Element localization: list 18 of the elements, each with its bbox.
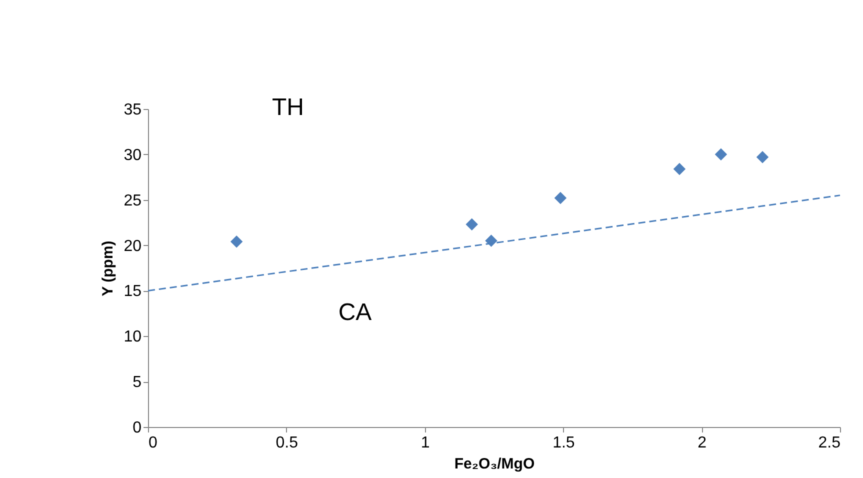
x-tick-label: 1 [420,434,430,452]
y-tick-label: 35 [124,102,142,118]
y-tick-label: 0 [132,420,142,436]
x-tick-label: 2.5 [818,434,841,452]
y-tick-label: 5 [132,374,142,392]
annotation: CA [338,299,372,326]
y-axis-title: Y (ppm) [100,240,117,296]
x-tick-label: 2 [698,434,707,452]
x-tick-label: 1.5 [552,434,575,452]
y-tick-label: 15 [124,283,142,300]
y-tick-label: 25 [124,192,142,210]
y-tick-label: 10 [124,328,142,346]
x-axis-title: Fe₂O₃/MgO [454,456,535,472]
y-tick-label: 20 [124,238,142,255]
x-tick-label: 0.5 [276,434,298,452]
annotation: TH [272,94,304,121]
x-tick-label: 0 [148,434,158,452]
y-tick-label: 30 [124,146,142,164]
